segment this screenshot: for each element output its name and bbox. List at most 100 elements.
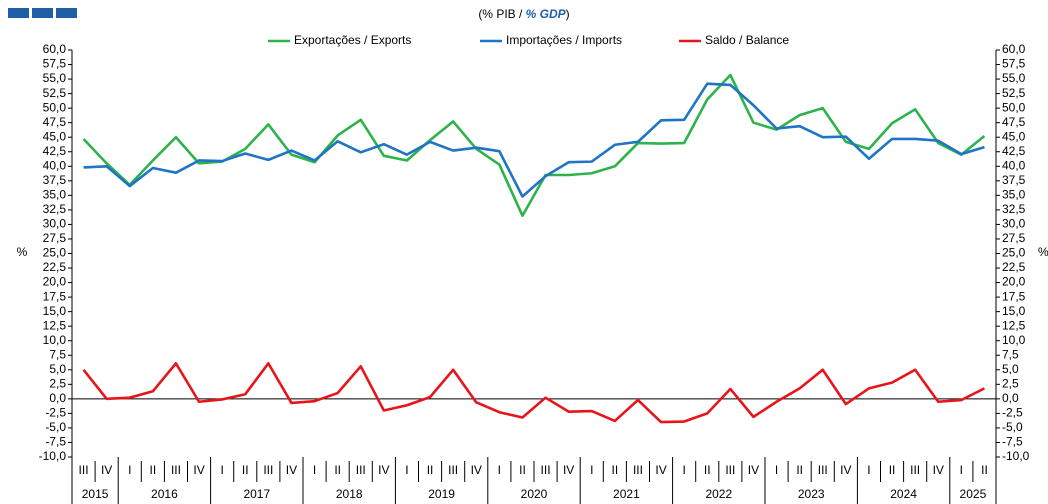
x-tick-label: II — [519, 463, 526, 477]
y-tick-label: 60,0 — [43, 42, 67, 56]
x-tick-label: II — [704, 463, 711, 477]
x-tick-label: IV — [563, 463, 574, 477]
x-group-label: 2023 — [798, 487, 825, 501]
x-tick-label: III — [633, 463, 643, 477]
logo-block — [8, 8, 29, 18]
y2-tick-label: 22,5 — [1002, 260, 1026, 274]
y-tick-label: 37,5 — [43, 173, 67, 187]
subtitle-part: ) — [566, 7, 570, 21]
y2-tick-label: 40,0 — [1002, 158, 1026, 172]
y-tick-label: 35,0 — [43, 188, 67, 202]
y2-tick-label: 37,5 — [1002, 173, 1026, 187]
y-tick-label: 42,5 — [43, 144, 67, 158]
legend-label: Importações / Imports — [506, 33, 622, 47]
x-tick-label: I — [498, 463, 501, 477]
y-tick-label: 55,0 — [43, 71, 67, 85]
y2-tick-label: -2,5 — [1002, 406, 1023, 420]
x-tick-label: IV — [286, 463, 297, 477]
y-tick-label: 27,5 — [43, 231, 67, 245]
x-group-label: 2020 — [521, 487, 548, 501]
y-tick-label: 47,5 — [43, 115, 67, 129]
y-axis-label: % — [17, 245, 28, 259]
x-group-label: 2016 — [151, 487, 178, 501]
x-tick-label: I — [128, 463, 131, 477]
y-tick-label: 45,0 — [43, 129, 67, 143]
y-tick-label: 17,5 — [43, 289, 67, 303]
y-tick-label: 40,0 — [43, 158, 67, 172]
x-tick-label: II — [889, 463, 896, 477]
y-tick-label: 10,0 — [43, 333, 67, 347]
x-group-label: 2017 — [243, 487, 270, 501]
x-group-label: 2025 — [960, 487, 987, 501]
chart-subtitle: (% PIB / % GDP) — [478, 7, 569, 21]
y-tick-label: 15,0 — [43, 304, 67, 318]
y2-tick-label: 12,5 — [1002, 318, 1026, 332]
y2-tick-label: 60,0 — [1002, 42, 1026, 56]
y2-tick-label: 45,0 — [1002, 129, 1026, 143]
logo-block — [56, 8, 77, 18]
y2-tick-label: 15,0 — [1002, 304, 1026, 318]
x-tick-label: IV — [933, 463, 944, 477]
y2-tick-label: 10,0 — [1002, 333, 1026, 347]
y2-tick-label: 5,0 — [1002, 362, 1019, 376]
series-line — [82, 362, 986, 424]
x-group-label: 2019 — [428, 487, 455, 501]
y2-tick-label: 25,0 — [1002, 246, 1026, 260]
x-tick-label: III — [263, 463, 273, 477]
x-group-label: 2021 — [613, 487, 640, 501]
series-line — [83, 82, 985, 198]
x-tick-label: III — [910, 463, 920, 477]
x-tick-label: III — [725, 463, 735, 477]
y2-tick-label: 17,5 — [1002, 289, 1026, 303]
x-tick-label: I — [220, 463, 223, 477]
x-tick-label: III — [448, 463, 458, 477]
y-tick-label: 30,0 — [43, 217, 67, 231]
x-tick-label: III — [541, 463, 551, 477]
x-tick-label: I — [313, 463, 316, 477]
y2-tick-label: 20,0 — [1002, 275, 1026, 289]
y-tick-label: 22,5 — [43, 260, 67, 274]
x-tick-label: II — [981, 463, 988, 477]
y2-tick-label: 32,5 — [1002, 202, 1026, 216]
y2-tick-label: 30,0 — [1002, 217, 1026, 231]
y-tick-label: -5,0 — [45, 420, 66, 434]
x-tick-label: IV — [378, 463, 389, 477]
logo-block — [32, 8, 53, 18]
y2-tick-label: -5,0 — [1002, 420, 1023, 434]
y2-tick-label: 7,5 — [1002, 347, 1019, 361]
x-tick-label: I — [682, 463, 685, 477]
x-tick-label: I — [405, 463, 408, 477]
x-tick-label: II — [796, 463, 803, 477]
y2-tick-label: 35,0 — [1002, 188, 1026, 202]
x-tick-label: IV — [655, 463, 666, 477]
y2-tick-label: -10,0 — [1002, 449, 1030, 463]
y-tick-label: 0,0 — [49, 391, 66, 405]
x-tick-label: IV — [101, 463, 112, 477]
y2-tick-label: 0,0 — [1002, 391, 1019, 405]
x-tick-label: II — [612, 463, 619, 477]
y2-tick-label: 47,5 — [1002, 115, 1026, 129]
x-tick-label: III — [356, 463, 366, 477]
x-tick-label: III — [79, 463, 89, 477]
y-tick-label: 52,5 — [43, 86, 67, 100]
y-tick-label: 50,0 — [43, 100, 67, 114]
x-tick-label: I — [867, 463, 870, 477]
y2-tick-label: -7,5 — [1002, 435, 1023, 449]
y-tick-label: -2,5 — [45, 406, 66, 420]
x-group-label: 2018 — [336, 487, 363, 501]
x-tick-label: II — [427, 463, 434, 477]
x-tick-label: III — [171, 463, 181, 477]
y2-tick-label: 42,5 — [1002, 144, 1026, 158]
y2-tick-label: 27,5 — [1002, 231, 1026, 245]
y2-tick-label: 52,5 — [1002, 86, 1026, 100]
y2-tick-label: 50,0 — [1002, 100, 1026, 114]
x-tick-label: IV — [840, 463, 851, 477]
y-tick-label: 20,0 — [43, 275, 67, 289]
subtitle-part: % GDP — [526, 7, 567, 21]
x-tick-label: II — [242, 463, 249, 477]
x-tick-label: IV — [193, 463, 204, 477]
x-group-label: 2022 — [705, 487, 732, 501]
y2-tick-label: 57,5 — [1002, 57, 1026, 71]
subtitle-part: (% PIB / — [478, 7, 525, 21]
